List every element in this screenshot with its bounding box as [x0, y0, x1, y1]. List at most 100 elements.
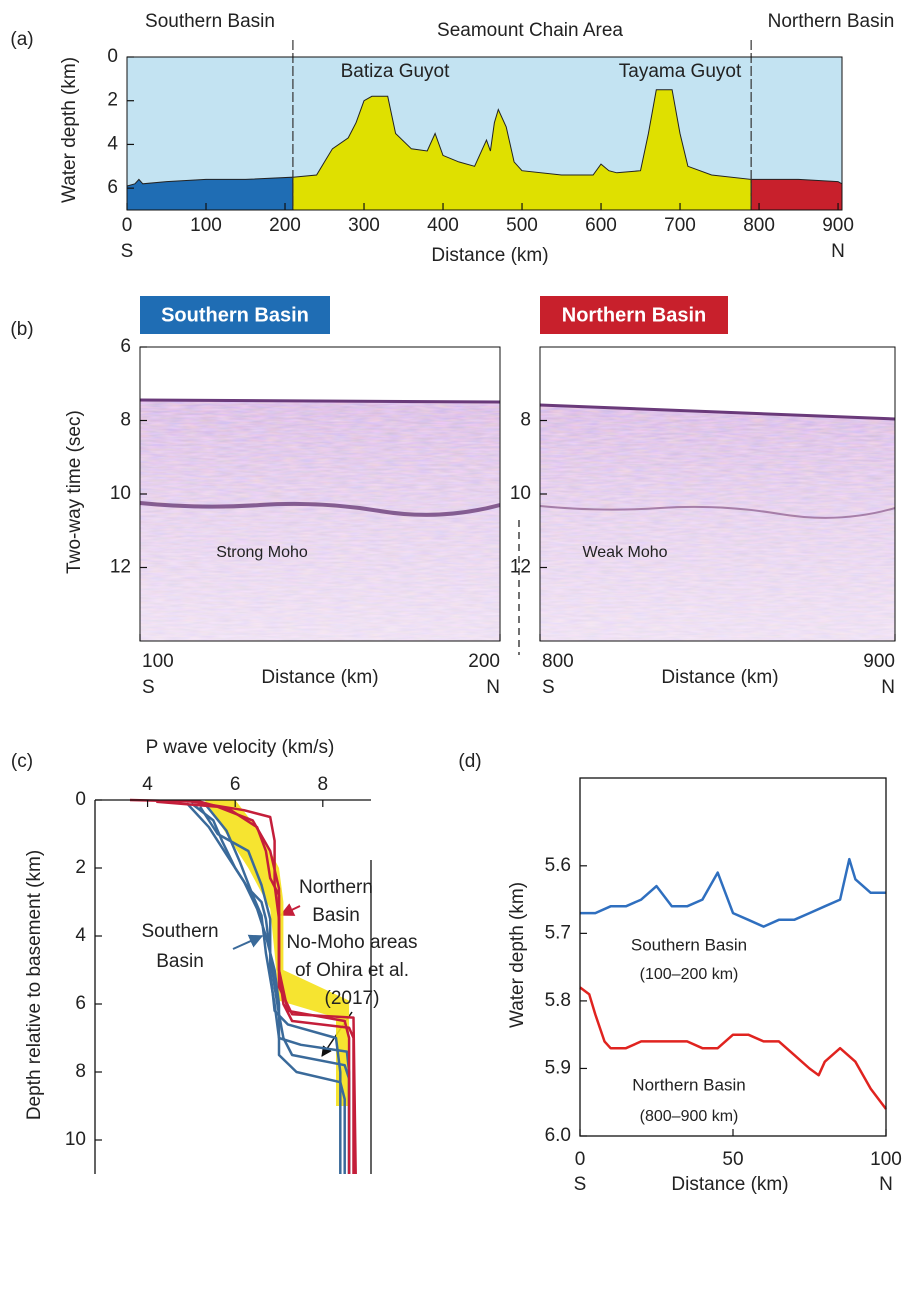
y-tick-label: 5.8 [545, 990, 571, 1011]
x-tick-label: 800 [542, 651, 574, 672]
x-axis-label: Distance (km) [431, 245, 548, 266]
title-box [540, 296, 728, 334]
annotation: Northern [299, 877, 373, 898]
panel-label: (a) [10, 29, 33, 50]
annotation: Southern [141, 921, 218, 942]
annotation: Basin [156, 951, 204, 972]
y-tick-label: 12 [110, 557, 131, 578]
annotation: (800–900 km) [640, 1108, 739, 1125]
moho [539, 505, 896, 519]
y-tick-label: 0 [75, 789, 86, 810]
y-tick-label: 5.7 [545, 922, 571, 943]
seafloor [139, 398, 501, 404]
x-axis-label: Distance (km) [671, 1174, 788, 1195]
y-tick-label: 8 [520, 410, 531, 431]
y-tick-label: 6 [107, 177, 118, 198]
line [580, 857, 886, 928]
annotation: No-Moho areas [287, 932, 418, 953]
panel-label: (b) [10, 319, 33, 340]
annotation: (2017) [325, 988, 380, 1009]
seismic-image [539, 347, 896, 641]
y-tick-label: 8 [75, 1061, 86, 1082]
x-tick-label: 100 [870, 1149, 902, 1170]
seismic-fade [540, 405, 895, 641]
annotation: Basin [312, 905, 360, 926]
x-tick-label: 200 [269, 215, 301, 236]
x-axis-label: Distance (km) [261, 667, 378, 688]
band [204, 800, 350, 1106]
arrow [279, 903, 301, 916]
y-axis-label: Depth relative to basement (km) [24, 850, 45, 1120]
x-tick-label: 8 [318, 774, 329, 795]
x-end-label: S [142, 677, 155, 698]
annotation: (100–200 km) [640, 966, 739, 983]
y-tick-label: 4 [75, 925, 86, 946]
panel-label: (d) [458, 751, 481, 772]
series-label: Northern Basin [632, 1075, 745, 1094]
annotation: of Ohira et al. [295, 960, 409, 981]
region-label: Seamount Chain Area [437, 20, 623, 41]
y-tick-label: 6.0 [545, 1125, 571, 1146]
line [579, 986, 887, 1110]
x-axis-label: P wave velocity (km/s) [146, 737, 335, 758]
x-tick-label: 200 [468, 651, 500, 672]
x-tick-label: 900 [863, 651, 895, 672]
seismic-fade [140, 400, 500, 641]
x-end-label: S [574, 1174, 587, 1195]
x-tick-label: 700 [664, 215, 696, 236]
region-label: Northern Basin [768, 11, 895, 32]
chart-title: Northern Basin [562, 304, 706, 326]
x-end-label: S [542, 677, 555, 698]
y-tick-label: 6 [120, 336, 131, 357]
title-box [140, 296, 330, 334]
x-end-label: N [831, 241, 845, 262]
y-axis-label: Two-way time (sec) [64, 410, 85, 574]
y-tick-label: 0 [107, 46, 118, 67]
area [750, 178, 843, 211]
x-tick-label: 900 [822, 215, 854, 236]
y-axis-label: Water depth (km) [59, 57, 80, 203]
y-tick-label: 6 [75, 993, 86, 1014]
x-axis-label: Distance (km) [661, 667, 778, 688]
series-label: Southern Basin [631, 935, 747, 954]
y-tick-label: 2 [107, 90, 118, 111]
x-end-label: N [486, 677, 500, 698]
x-tick-label: 0 [575, 1149, 586, 1170]
y-axis-label: Water depth (km) [507, 882, 528, 1028]
annotation: Tayama Guyot [619, 61, 742, 82]
chart-title: Southern Basin [161, 304, 309, 326]
x-end-label: S [121, 241, 134, 262]
x-tick-label: 100 [190, 215, 222, 236]
y-tick-label: 8 [120, 410, 131, 431]
x-tick-label: 0 [122, 215, 133, 236]
y-tick-label: 10 [110, 483, 131, 504]
plot-frame [126, 56, 843, 211]
y-tick-label: 10 [510, 483, 531, 504]
y-tick-label: 4 [107, 133, 118, 154]
x-tick-label: 600 [585, 215, 617, 236]
seafloor [539, 403, 896, 421]
x-tick-label: 800 [743, 215, 775, 236]
x-end-label: N [881, 677, 895, 698]
moho [139, 501, 501, 517]
x-tick-label: 100 [142, 651, 174, 672]
region-label: Southern Basin [145, 11, 275, 32]
line [156, 800, 357, 1175]
annotation: Weak Moho [582, 544, 667, 561]
annotation: Strong Moho [216, 544, 308, 561]
arrow [232, 934, 264, 950]
y-tick-label: 10 [65, 1129, 86, 1150]
y-tick-label: 12 [510, 557, 531, 578]
area [292, 89, 752, 211]
x-tick-label: 6 [230, 774, 241, 795]
seismic-image [139, 347, 501, 641]
y-tick-label: 5.6 [545, 855, 571, 876]
line [203, 802, 351, 1174]
y-tick-label: 5.9 [545, 1057, 571, 1078]
x-end-label: N [879, 1174, 893, 1195]
annotation: Batiza Guyot [341, 61, 450, 82]
y-tick-label: 2 [75, 857, 86, 878]
x-tick-label: 50 [722, 1149, 743, 1170]
